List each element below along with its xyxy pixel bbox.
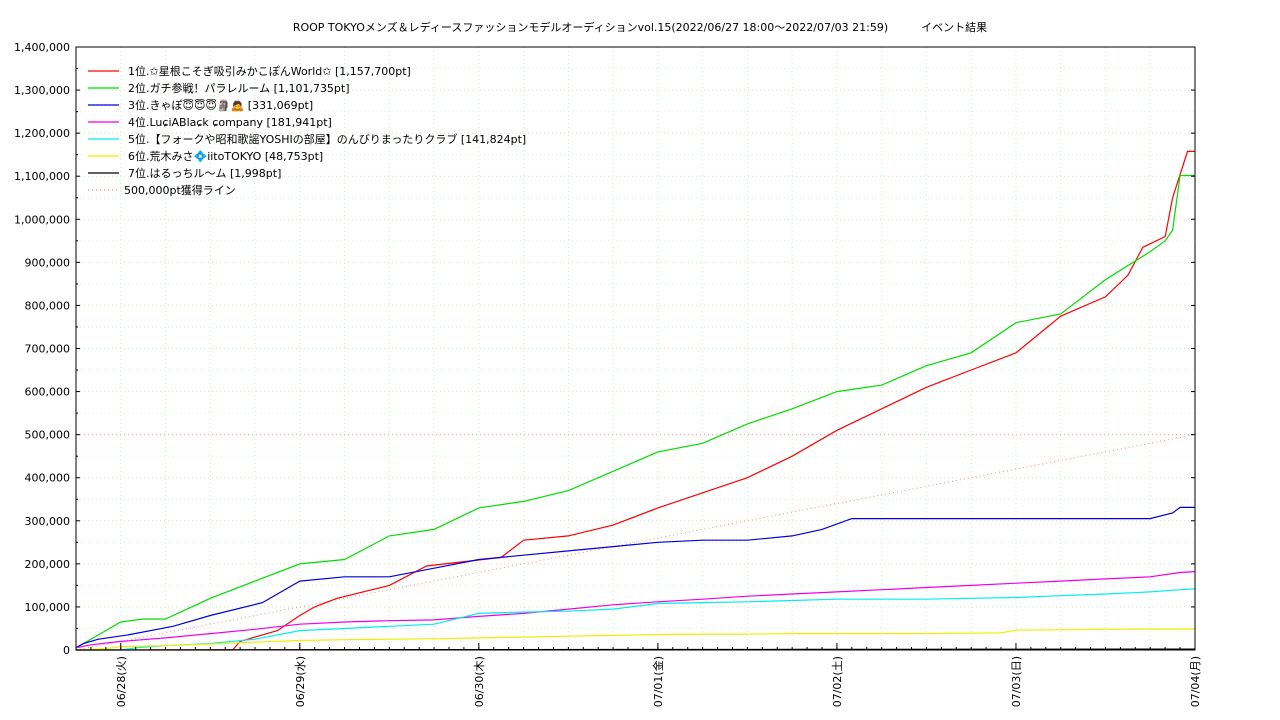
legend-label-1: 1位.✩星根こそぎ吸引みかこぽんWorld✩ [1,157,700pt] [128,64,411,78]
series-line-4 [75,571,1196,649]
x-axis: 06/28(火) 06/29(水) 06/30(木) 07/01(金) 07/02(土)… [75,643,1202,707]
y-tick-label: 900,000 [25,256,71,269]
y-tick-label: 700,000 [25,343,71,356]
x-tick-label: 07/01(金) [651,656,665,707]
legend-label-7: 7位.はるっちル〜ム [1,998pt] [128,166,281,180]
y-tick-label: 800,000 [25,299,71,312]
y-tick-label: 400,000 [25,472,71,485]
series-line-8 [75,434,1196,651]
x-tick-label: 07/03(日) [1010,656,1023,707]
legend-label-6: 6位.荒木みさ💠iitoTOKYO [48,753pt] [128,149,323,163]
legend-label-5: 5位.【フォークや昭和歌謡YOSHIの部屋】のんびりまったりクラブ [141,8… [128,132,526,146]
legend-label-8: 500,000pt獲得ライン [124,184,236,197]
series-line-1 [76,150,1195,651]
legend-label-3: 3位.きゃぽ😇😇😇🗿🙇 [331,069pt] [128,98,313,112]
y-tick-label: 1,200,000 [14,127,70,140]
x-tick-label: 07/02(土) [831,656,844,707]
y-tick-label: 1,400,000 [14,41,70,54]
y-tick-label: 100,000 [25,601,71,614]
legend: 1位.✩星根こそぎ吸引みかこぽんWorld✩ [1,157,700pt] 2位.ガ… [88,64,526,197]
legend-label-2: 2位.ガチ参戦！パラレルーム [1,101,735pt] [128,81,350,95]
grid-lines [75,46,1196,651]
x-tick-label: 07/04(月) [1189,656,1202,707]
legend-label-4: 4位.LuɕiABlaɕk ɕompany [181,941pt] [128,115,332,129]
x-tick-label: 06/30(木) [473,656,486,707]
y-tick-label: 1,300,000 [14,84,70,97]
series-line-2 [75,174,1195,649]
series-line-5 [76,588,1196,651]
y-tick-label: 300,000 [25,515,71,528]
chart-title: ROOP TOKYOメンズ＆レディースファッションモデルオーディションvol.1… [292,21,988,34]
x-tick-label: 06/29(水) [294,656,307,707]
y-tick-label: 1,000,000 [14,213,70,226]
y-tick-label: 600,000 [25,386,71,399]
x-tick-label: 06/28(火) [115,656,128,707]
y-tick-label: 500,000 [25,429,71,442]
y-tick-label: 0 [63,644,70,657]
y-tick-label: 200,000 [25,558,71,571]
y-tick-label: 1,100,000 [14,170,70,183]
series-line-6 [75,628,1196,651]
reference-line [75,434,1196,651]
series-line-3 [75,506,1195,649]
y-axis: 0 100,000 200,000 300,000 400,000 500,000 600,… [14,41,1195,657]
series-lines [75,150,1196,651]
